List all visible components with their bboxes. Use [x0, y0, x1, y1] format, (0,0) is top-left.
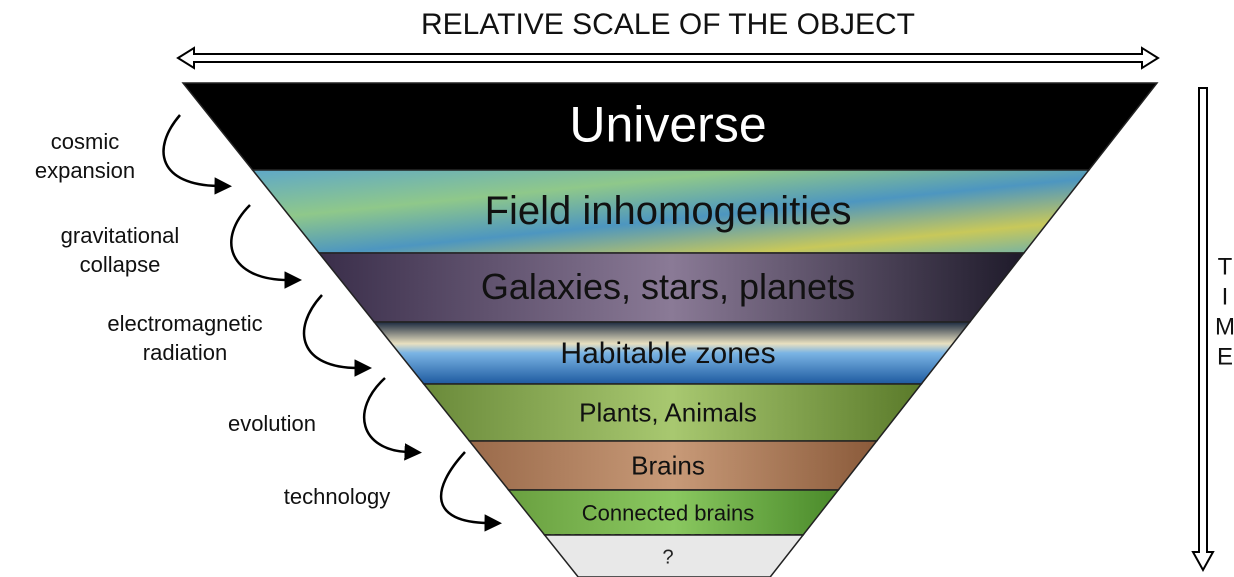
layer-label: Field inhomogenities — [485, 189, 852, 233]
layer-label: Plants, Animals — [579, 397, 757, 427]
process-label: electromagnetic — [107, 311, 262, 336]
layer-label: Universe — [569, 97, 766, 153]
process-label: gravitational — [61, 223, 180, 248]
arrow — [302, 294, 372, 377]
layer-label: ? — [662, 546, 673, 568]
arrow — [162, 114, 232, 195]
title: RELATIVE SCALE OF THE OBJECT — [421, 8, 915, 41]
layer-label: Galaxies, stars, planets — [481, 266, 855, 307]
process-labels: cosmic expansion gravitational collapse elec… — [35, 129, 390, 509]
process-label: cosmic — [51, 129, 119, 154]
time-letter: I — [1222, 283, 1229, 310]
arrow — [230, 204, 302, 289]
time-letter: T — [1218, 253, 1233, 280]
pyramid: Universe Field inhomogenities Galaxies, st… — [181, 82, 1159, 577]
time-letter: E — [1217, 343, 1233, 370]
time-arrow — [1191, 87, 1215, 573]
process-label: evolution — [228, 411, 316, 436]
process-label: expansion — [35, 158, 135, 183]
layer — [543, 534, 805, 577]
layer-label: Habitable zones — [560, 337, 775, 370]
time-letter: M — [1215, 313, 1234, 340]
layer-label: Connected brains — [582, 500, 754, 525]
scale-arrow — [176, 46, 1160, 70]
process-label: radiation — [143, 340, 227, 365]
layer-label: Brains — [631, 450, 705, 480]
process-arrows — [162, 114, 502, 532]
arrow — [362, 377, 422, 461]
arrow — [439, 451, 502, 532]
process-label: collapse — [80, 252, 161, 277]
process-label: technology — [284, 484, 390, 509]
